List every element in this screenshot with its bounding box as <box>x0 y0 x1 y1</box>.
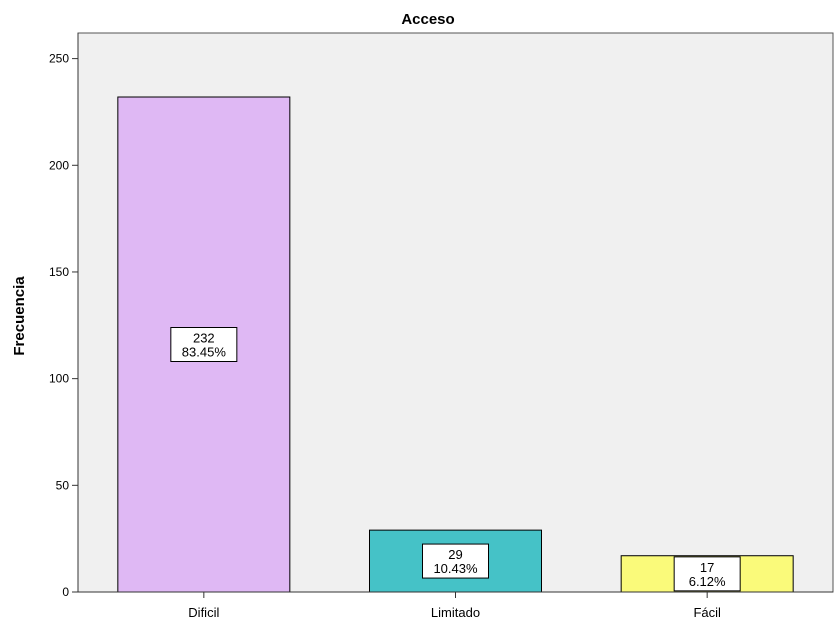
x-tick-label: Limitado <box>431 605 480 620</box>
y-tick-label: 100 <box>49 372 69 386</box>
x-tick-label: Fácil <box>693 605 721 620</box>
x-axis: Dificil Limitado Fácil <box>78 591 833 620</box>
y-tick-label: 0 <box>62 585 69 599</box>
y-axis-label: Frecuencia <box>11 276 28 356</box>
chart-title: Acceso <box>401 11 454 28</box>
data-label-box <box>422 543 489 579</box>
y-tick-label: 150 <box>49 265 69 279</box>
y-axis: 0 50 100 150 200 250 <box>49 33 79 599</box>
data-label-box <box>673 556 741 592</box>
data-label-percent: 6.12% <box>689 574 726 589</box>
data-label-count: 17 <box>700 560 714 575</box>
data-label-count: 232 <box>193 331 215 346</box>
data-label-percent: 10.43% <box>433 561 478 576</box>
y-tick-label: 250 <box>49 52 69 66</box>
x-tick-label: Dificil <box>188 605 219 620</box>
y-tick-label: 200 <box>49 158 69 172</box>
y-tick-label: 50 <box>56 478 70 492</box>
data-label-box <box>170 327 238 363</box>
data-label-count: 29 <box>448 547 462 562</box>
data-label-percent: 83.45% <box>182 345 227 360</box>
